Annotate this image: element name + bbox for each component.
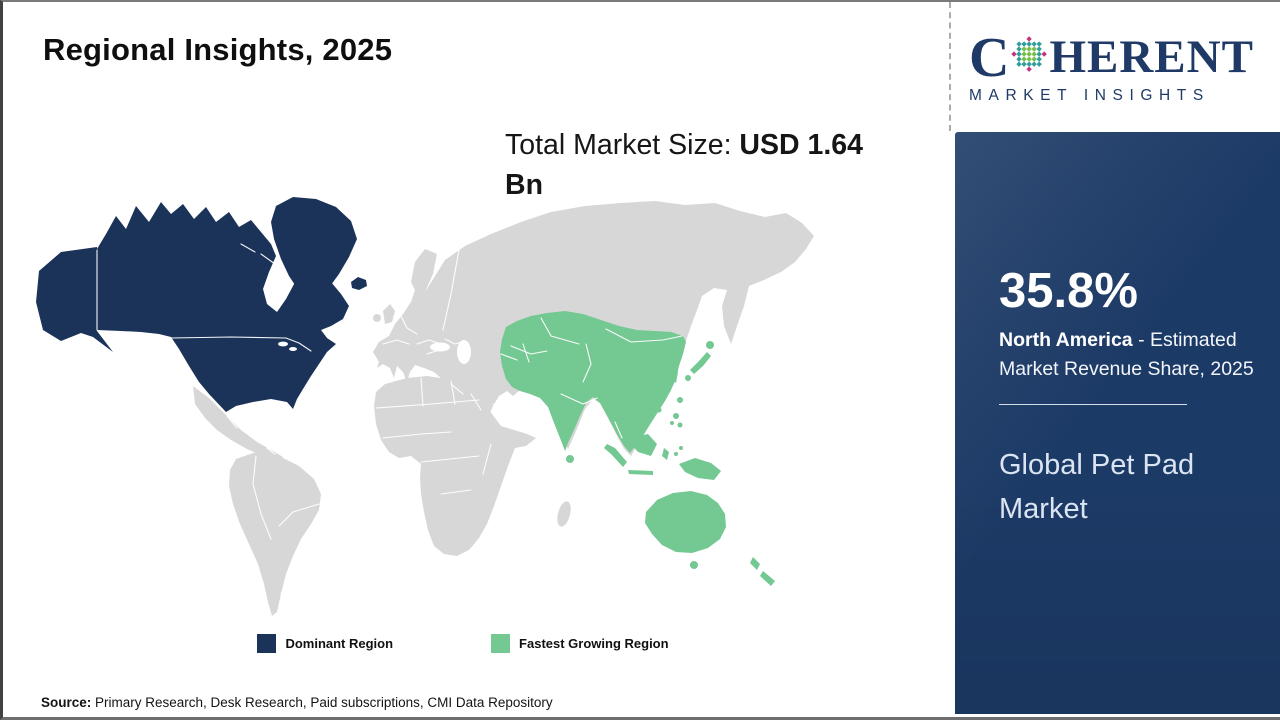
dotted-globe-icon	[1011, 36, 1048, 72]
share-description: North America - Estimated Market Revenue…	[999, 326, 1263, 384]
stats-sidebar-content: 35.8% North America - Estimated Market R…	[955, 132, 1280, 531]
logo-subtitle: MARKET INSIGHTS	[969, 87, 1210, 104]
logo-letter-c: C	[969, 27, 1010, 89]
legend-item-dominant: Dominant Region	[257, 634, 393, 653]
page-title: Regional Insights, 2025	[43, 32, 393, 67]
source-line: Source: Primary Research, Desk Research,…	[41, 695, 553, 710]
world-map-svg	[36, 197, 814, 616]
brand-logo: C HERENT MARKET INSIGHTS	[969, 30, 1269, 105]
logo-wordmark: C HERENT	[969, 30, 1269, 86]
dashed-divider	[949, 2, 951, 131]
fastest-growing-region-label: Fastest Growing Region	[519, 636, 669, 651]
fastest-growing-region-swatch	[491, 634, 511, 653]
share-description-text: - Estimated Market Revenue Share, 2025	[999, 329, 1254, 381]
total-market-size-value: USD 1.64 Bn	[505, 129, 863, 201]
asia-pacific-region	[500, 311, 775, 586]
world-map	[31, 194, 893, 628]
region-name: North America	[999, 329, 1133, 352]
stats-sidebar: 35.8% North America - Estimated Market R…	[955, 132, 1280, 714]
sidebar-divider	[999, 404, 1187, 406]
legend-item-fastest-growing: Fastest Growing Region	[491, 634, 669, 653]
logo-text-rest: HERENT	[1049, 31, 1254, 83]
total-market-size-prefix: Total Market Size:	[505, 129, 740, 161]
total-market-size: Total Market Size: USD 1.64 Bn	[505, 126, 903, 206]
source-label: Source:	[41, 695, 92, 710]
map-legend: Dominant Region Fastest Growing Region	[3, 634, 923, 653]
dominant-region-label: Dominant Region	[285, 636, 394, 651]
source-text: Primary Research, Desk Research, Paid su…	[91, 695, 553, 710]
share-value: 35.8%	[999, 264, 1138, 318]
north-america-region	[36, 197, 367, 412]
market-name: Global Pet Pad Market	[999, 449, 1195, 526]
dominant-region-swatch	[257, 634, 277, 653]
